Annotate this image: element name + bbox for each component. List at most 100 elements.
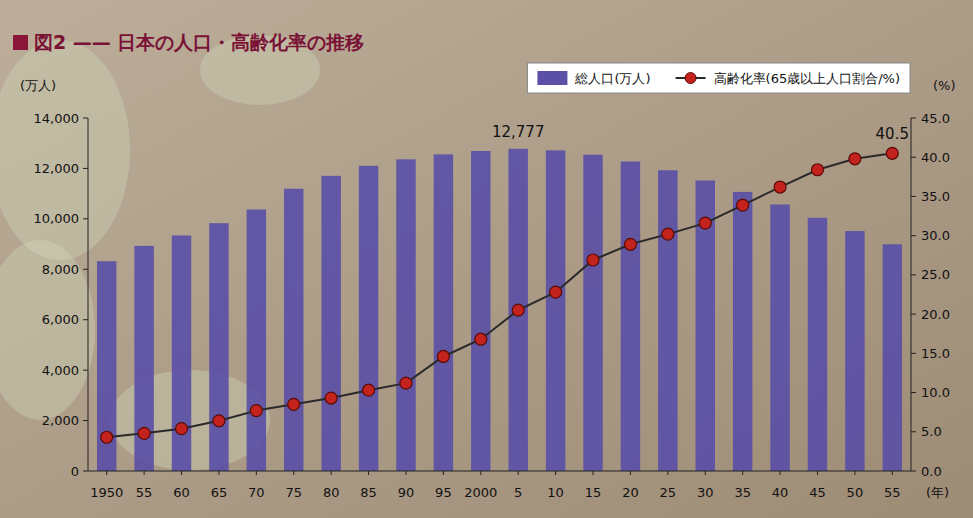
x-tick <box>144 471 145 475</box>
y-tick-label: 6,000 <box>42 312 79 327</box>
legend: 総人口(万人) 高齢化率(65歳以上人口割合/%) <box>527 63 910 93</box>
x-tick-label: 95 <box>435 485 452 500</box>
y2-tick <box>911 235 916 236</box>
y2-tick-label: 0.0 <box>921 464 942 479</box>
marker <box>250 405 262 417</box>
bar <box>247 209 266 471</box>
marker <box>138 427 150 439</box>
y2-tick <box>911 392 916 393</box>
x-tick-label: 40 <box>772 485 789 500</box>
annotation: 12,777 <box>492 123 545 141</box>
plot-area <box>97 147 902 471</box>
marker <box>400 377 412 389</box>
x-tick <box>630 471 631 475</box>
y2-tick <box>911 471 916 472</box>
legend-box <box>527 63 910 93</box>
x-tick-label: 75 <box>285 485 302 500</box>
x-tick-label: 50 <box>847 485 864 500</box>
x-tick <box>368 471 369 475</box>
marker <box>101 431 113 443</box>
bar <box>396 159 415 471</box>
y-tick <box>83 420 88 421</box>
marker <box>437 350 449 362</box>
annotation: 40.5 <box>876 125 909 143</box>
y2-tick-label: 10.0 <box>921 385 950 400</box>
marker <box>475 333 487 345</box>
x-tick <box>555 471 556 475</box>
x-tick <box>443 471 444 475</box>
y2-tick <box>911 274 916 275</box>
title: 図2 —— 日本の人口・高齢化率の推移 <box>34 31 364 53</box>
y-tick-label: 4,000 <box>42 363 79 378</box>
y-tick-label: 14,000 <box>34 111 80 126</box>
x-tick <box>518 471 519 475</box>
legend-label: 高齢化率(65歳以上人口割合/%) <box>714 71 900 86</box>
title-marker <box>13 35 28 50</box>
y2-tick <box>911 118 916 119</box>
x-tick-label: 35 <box>734 485 751 500</box>
y-tick <box>83 370 88 371</box>
y-tick-label: 10,000 <box>34 211 80 226</box>
y2-tick-label: 20.0 <box>921 307 950 322</box>
marker <box>849 153 861 165</box>
x-tick-label: 25 <box>660 485 677 500</box>
y-tick <box>83 168 88 169</box>
y2-tick-label: 45.0 <box>921 111 950 126</box>
x-axis <box>88 471 911 472</box>
x-tick-label: 55 <box>136 485 153 500</box>
y-tick-label: 2,000 <box>42 413 79 428</box>
bar <box>696 180 715 471</box>
y2-tick-label: 30.0 <box>921 228 950 243</box>
marker <box>774 181 786 193</box>
marker <box>325 392 337 404</box>
marker <box>699 217 711 229</box>
x-tick <box>480 471 481 475</box>
y2-axis-title: (%) <box>933 78 956 93</box>
x-tick <box>106 471 107 475</box>
marker <box>886 147 898 159</box>
marker <box>624 238 636 250</box>
legend-item: 総人口(万人) <box>537 71 650 86</box>
bar <box>770 204 789 471</box>
x-tick-label: 80 <box>323 485 340 500</box>
x-tick-label: 15 <box>585 485 602 500</box>
legend-swatch <box>685 73 696 84</box>
marker <box>550 286 562 298</box>
bar <box>321 176 340 471</box>
bar <box>209 223 228 471</box>
bar <box>97 261 116 471</box>
x-tick <box>405 471 406 475</box>
bar <box>508 149 527 471</box>
bar <box>546 150 565 471</box>
bar <box>172 235 191 471</box>
x-tick <box>780 471 781 475</box>
bar <box>733 192 752 471</box>
marker <box>213 415 225 427</box>
background-leaf <box>0 40 130 260</box>
background <box>0 0 973 518</box>
x-tick <box>181 471 182 475</box>
bar <box>434 154 453 471</box>
x-tick-label: 85 <box>360 485 377 500</box>
x-tick-label: 55 <box>884 485 901 500</box>
marker <box>587 254 599 266</box>
x-tick-label: 10 <box>547 485 564 500</box>
marker <box>288 398 300 410</box>
bar <box>658 170 677 471</box>
x-tick <box>667 471 668 475</box>
y2-tick-label: 15.0 <box>921 346 950 361</box>
x-tick <box>218 471 219 475</box>
bar <box>808 218 827 471</box>
x-tick <box>593 471 594 475</box>
background-leaf <box>0 240 95 420</box>
x-axis-title: (年) <box>926 485 949 500</box>
y-tick <box>83 218 88 219</box>
bar <box>284 189 303 471</box>
y-tick <box>83 269 88 270</box>
marker <box>176 423 188 435</box>
bar <box>134 246 153 471</box>
x-tick-label: 2000 <box>464 485 497 500</box>
y2-tick-label: 25.0 <box>921 267 950 282</box>
marker <box>811 164 823 176</box>
x-tick <box>293 471 294 475</box>
